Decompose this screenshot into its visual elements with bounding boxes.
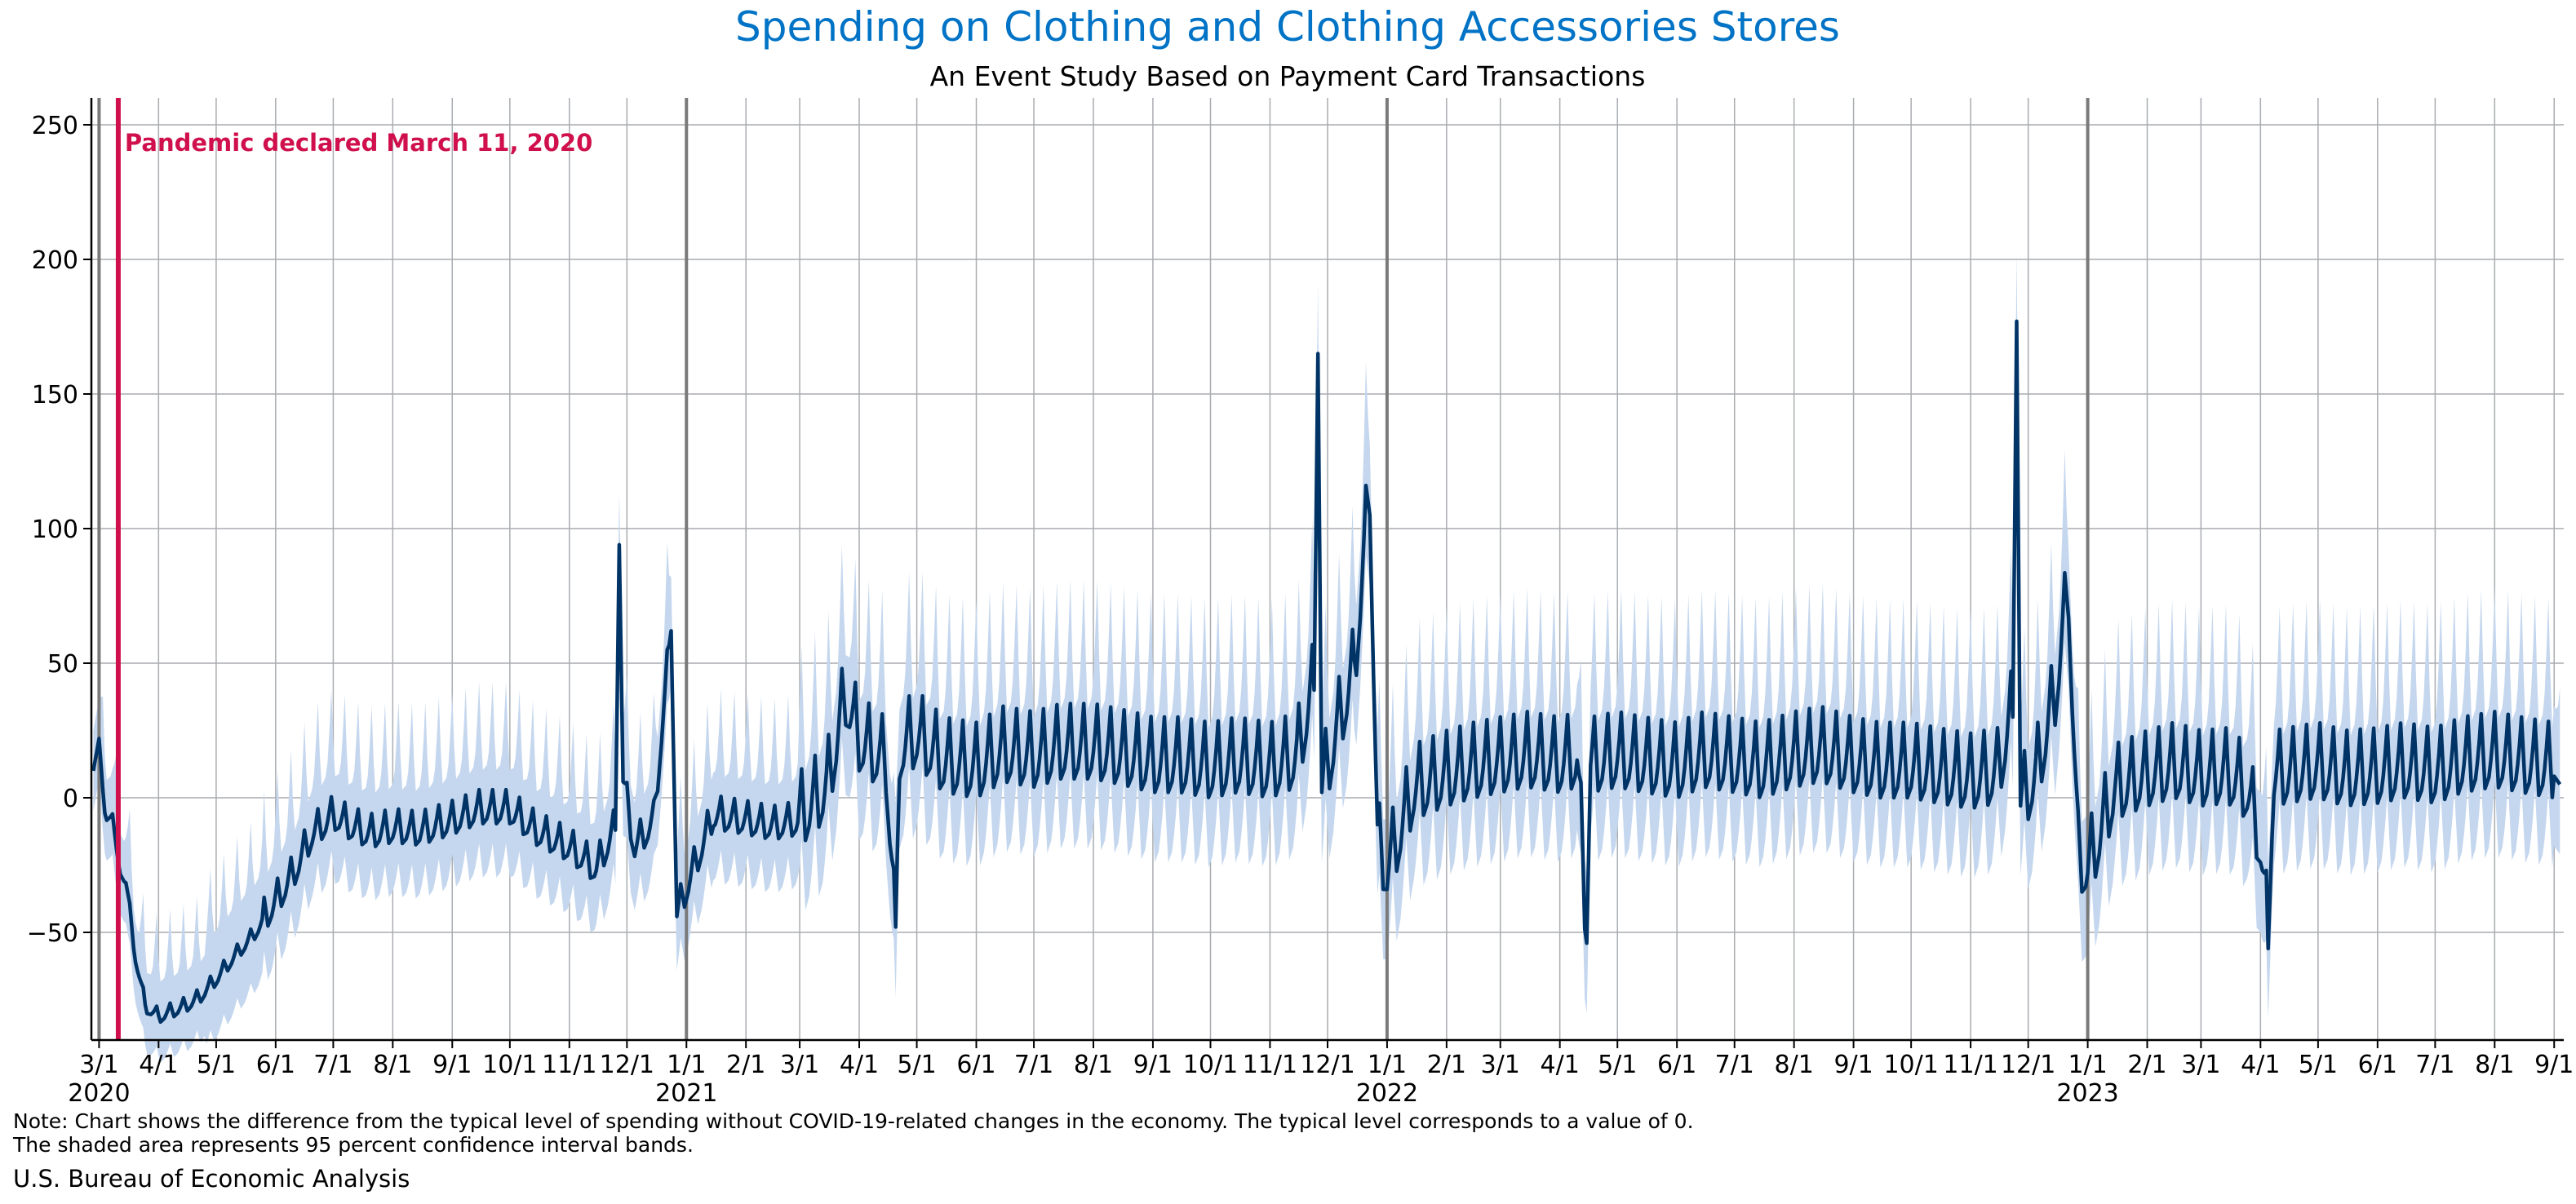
x-tick-label: 1/1 — [2068, 1051, 2107, 1079]
x-tick-label: 11/1 — [542, 1051, 596, 1079]
x-tick-label: 12/1 — [1300, 1051, 1355, 1079]
confidence-band — [93, 251, 2560, 1063]
x-tick-label: 6/1 — [956, 1051, 995, 1079]
x-tick-label: 2/1 — [2127, 1051, 2166, 1079]
x-tick-label: 5/1 — [897, 1051, 936, 1079]
x-tick-label: 2/1 — [1427, 1051, 1466, 1079]
x-year-label: 2023 — [2056, 1079, 2118, 1108]
x-tick-label: 6/1 — [256, 1051, 295, 1079]
chart-subtitle: An Event Study Based on Payment Card Tra… — [930, 60, 1646, 92]
x-tick-label: 3/1 — [2181, 1051, 2220, 1079]
x-year-label: 2021 — [655, 1079, 717, 1108]
x-tick-label: 12/1 — [600, 1051, 654, 1079]
x-tick-label: 10/1 — [482, 1051, 537, 1079]
y-tick-label: 0 — [63, 785, 78, 813]
x-tick-label: 3/1 — [780, 1051, 819, 1079]
grid — [91, 98, 2564, 1040]
x-tick-label: 3/1 — [79, 1051, 118, 1079]
x-tick-label: 8/1 — [2475, 1051, 2514, 1079]
y-tick-label: −50 — [27, 919, 78, 948]
x-year-label: 2022 — [1356, 1079, 1418, 1108]
x-tick-label: 6/1 — [1657, 1051, 1696, 1079]
y-tick-label: 200 — [32, 246, 78, 275]
x-tick-label: 12/1 — [2001, 1051, 2055, 1079]
series-line — [91, 319, 2562, 1025]
x-tick-label: 9/1 — [432, 1051, 472, 1079]
y-tick-label: 100 — [32, 516, 78, 544]
x-tick-label: 5/1 — [2299, 1051, 2338, 1079]
x-tick-label: 5/1 — [197, 1051, 236, 1079]
x-tick-label: 4/1 — [840, 1051, 879, 1079]
x-tick-label: 9/1 — [1833, 1051, 1873, 1079]
y-tick-label: 250 — [32, 112, 78, 140]
y-tick-labels: −50 0 50 100 150 200 250 — [27, 112, 91, 948]
x-tick-label: 7/1 — [1715, 1051, 1754, 1079]
x-tick-label: 7/1 — [313, 1051, 352, 1079]
x-tick-label: 7/1 — [1014, 1051, 1053, 1079]
x-tick-label: 4/1 — [139, 1051, 178, 1079]
x-tick-label: 11/1 — [1243, 1051, 1297, 1079]
series-path — [91, 319, 2562, 1025]
y-tick-label: 50 — [47, 650, 78, 679]
note-line-1: Note: Chart shows the difference from th… — [13, 1109, 1694, 1133]
x-tick-label: 1/1 — [667, 1051, 706, 1079]
y-tick-label: 150 — [32, 381, 78, 409]
x-tick-label: 8/1 — [1775, 1051, 1814, 1079]
x-tick-label: 11/1 — [1943, 1051, 1997, 1079]
x-tick-label: 4/1 — [1541, 1051, 1580, 1079]
x-tick-label: 2/1 — [726, 1051, 765, 1079]
chart-note: Note: Chart shows the difference from th… — [13, 1109, 1694, 1157]
x-tick-label: 7/1 — [2415, 1051, 2454, 1079]
x-tick-label: 3/1 — [1481, 1051, 1520, 1079]
x-tick-label: 5/1 — [1598, 1051, 1637, 1079]
year-lines — [97, 98, 2090, 1040]
x-tick-label: 9/1 — [2534, 1051, 2574, 1079]
note-line-2: The shaded area represents 95 percent co… — [13, 1133, 694, 1157]
x-tick-label: 1/1 — [1368, 1051, 1407, 1079]
chart-title: Spending on Clothing and Clothing Access… — [735, 3, 1840, 51]
event-marker: Pandemic declared March 11, 2020 — [115, 98, 592, 1040]
x-tick-label: 9/1 — [1133, 1051, 1173, 1079]
x-tick-label: 8/1 — [373, 1051, 412, 1079]
event-label: Pandemic declared March 11, 2020 — [125, 129, 592, 157]
x-tick-label: 8/1 — [1074, 1051, 1113, 1079]
x-tick-label: 10/1 — [1183, 1051, 1238, 1079]
source-label: U.S. Bureau of Economic Analysis — [13, 1165, 410, 1193]
confidence-band-area — [93, 251, 2560, 1063]
x-year-label: 2020 — [68, 1079, 130, 1108]
x-tick-label: 4/1 — [2241, 1051, 2280, 1079]
x-tick-label: 10/1 — [1883, 1051, 1938, 1079]
x-tick-label: 6/1 — [2358, 1051, 2397, 1079]
